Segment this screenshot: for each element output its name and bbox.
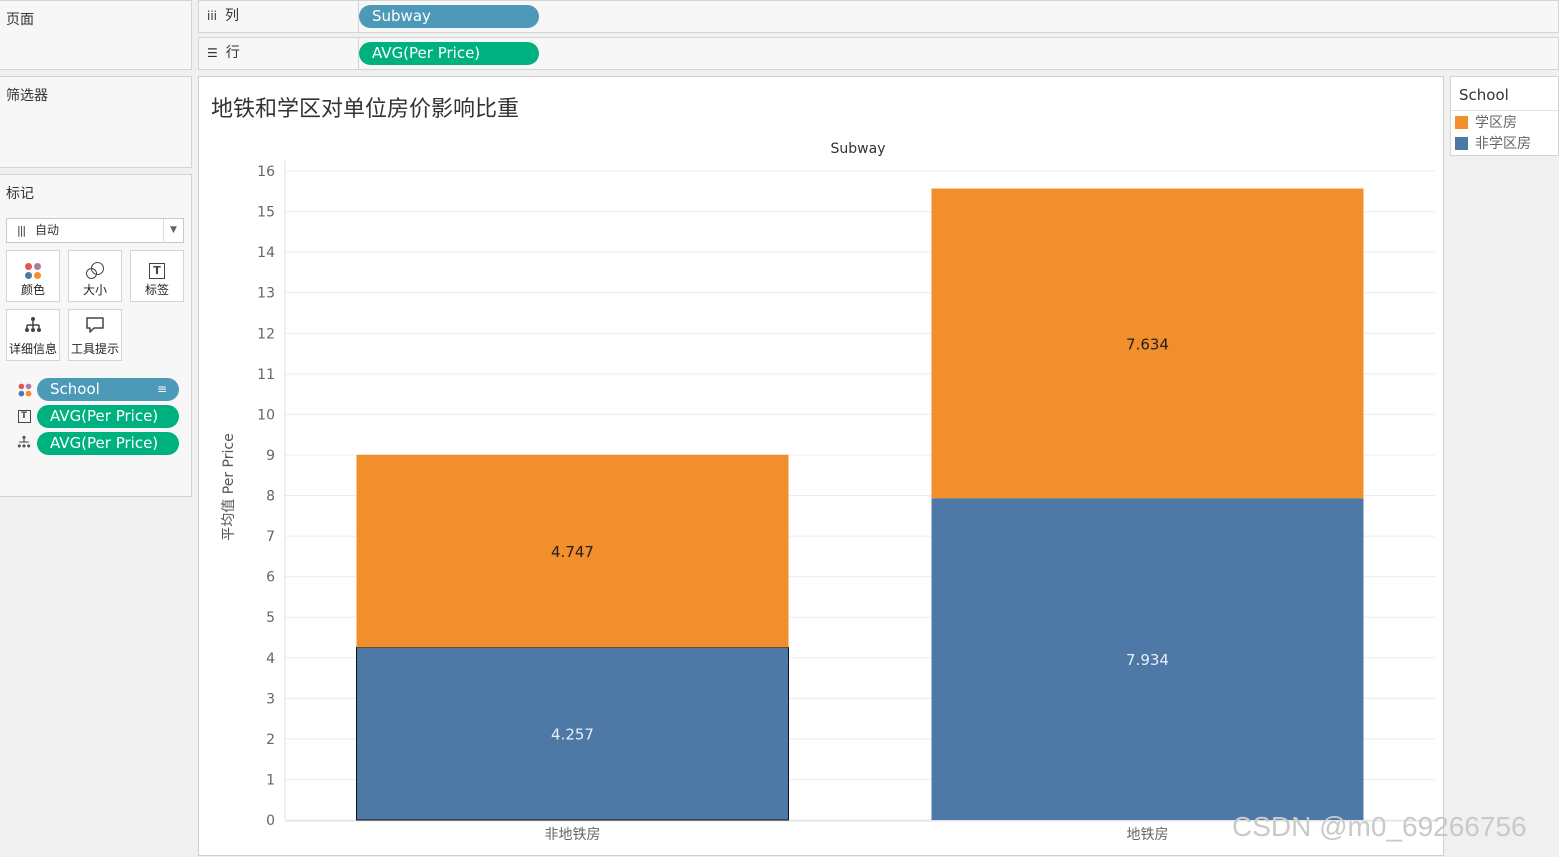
y-tick-label: 15: [257, 205, 275, 221]
legend-swatch: [1455, 116, 1468, 129]
columns-shelf-label: iii 列: [199, 1, 359, 32]
y-tick-label: 0: [266, 813, 275, 829]
y-tick-label: 1: [266, 772, 275, 788]
tooltip-button-label: 工具提示: [70, 342, 119, 356]
tooltip-button[interactable]: 工具提示: [68, 309, 122, 361]
bar-chart-icon: |||: [17, 224, 26, 237]
watermark: CSDN @m0_69266756: [1232, 811, 1527, 842]
y-tick-label: 16: [257, 164, 275, 180]
detail-tree-icon: [16, 435, 32, 451]
legend-title: School: [1459, 86, 1509, 104]
mark-type-dropdown[interactable]: ||| 自动 ▼: [6, 218, 184, 243]
x-tick-label: 地铁房: [1127, 827, 1169, 843]
y-tick-label: 10: [257, 407, 275, 423]
y-tick-label: 8: [266, 489, 275, 505]
data-label: 4.257: [551, 726, 594, 744]
size-circles-icon: [85, 261, 105, 281]
bar-segment: [356, 454, 789, 648]
marks-pill-detail-avg-price-text: AVG(Per Price): [50, 434, 159, 452]
label-button-label: 标签: [144, 283, 169, 297]
label-button[interactable]: T 标签: [130, 250, 184, 302]
mark-type-value: 自动: [34, 223, 59, 237]
y-tick-label: 13: [257, 286, 275, 302]
text-label-icon: T: [149, 262, 165, 279]
columns-icon: iii: [207, 9, 218, 23]
y-tick-label: 12: [257, 326, 275, 342]
filters-title: 筛选器: [6, 88, 48, 104]
color-dots-icon: [24, 262, 42, 280]
marks-title: 标记: [6, 186, 34, 202]
chart-pane: 地铁和学区对单位房价影响比重 Subway 0 1 2 3 4 5 6 7 8 9 10 11 12 13 1…: [198, 76, 1444, 856]
bar-segment: [931, 498, 1364, 820]
legend-item-non-school-district[interactable]: 非学区房: [1455, 135, 1531, 153]
y-tick-label: 2: [266, 732, 275, 748]
legend-swatch: [1455, 137, 1468, 150]
y-tick-label: 7: [266, 529, 275, 545]
y-tick-label: 5: [266, 610, 275, 626]
marks-pill-label-avg-price-text: AVG(Per Price): [50, 407, 159, 425]
color-dots-icon: [16, 381, 32, 397]
rows-pill-avg-price[interactable]: AVG(Per Price): [359, 42, 539, 65]
filters-panel[interactable]: 筛选器: [0, 76, 192, 168]
speech-bubble-icon: [69, 316, 121, 342]
x-tick-label: 非地铁房: [545, 827, 601, 843]
marks-pill-school-label: School: [50, 380, 100, 398]
sort-icon: ≡: [156, 382, 167, 396]
y-tick-label: 6: [266, 570, 275, 586]
data-label: 7.934: [1126, 651, 1169, 669]
legend-item-label: 学区房: [1475, 115, 1517, 131]
color-button-label: 颜色: [20, 283, 45, 297]
bar-segment: [931, 188, 1364, 499]
rows-icon: ☰: [207, 46, 218, 60]
rows-shelf-label: ☰ 行: [199, 38, 359, 69]
columns-pill-subway[interactable]: Subway: [359, 5, 539, 28]
color-button[interactable]: 颜色: [6, 250, 60, 302]
data-label: 4.747: [551, 543, 594, 561]
legend-item-school-district[interactable]: 学区房: [1455, 114, 1517, 132]
chevron-down-icon[interactable]: ▼: [163, 219, 183, 242]
marks-pill-school[interactable]: School ≡: [37, 378, 179, 401]
detail-button[interactable]: 详细信息: [6, 309, 60, 361]
columns-shelf[interactable]: iii 列 Subway: [198, 0, 1559, 33]
rows-pill-avg-price-label: AVG(Per Price): [372, 44, 481, 62]
y-axis-label: 平均值 Per Price: [221, 433, 237, 540]
y-tick-label: 11: [257, 367, 275, 383]
detail-tree-icon: [7, 316, 59, 342]
detail-button-label: 详细信息: [8, 342, 57, 356]
marks-pill-detail-avg-price[interactable]: AVG(Per Price): [37, 432, 179, 455]
columns-pill-subway-label: Subway: [372, 7, 431, 25]
column-header: Subway: [831, 141, 886, 157]
y-tick-label: 4: [266, 651, 275, 667]
marks-pill-label-avg-price[interactable]: AVG(Per Price): [37, 405, 179, 428]
y-tick-label: 14: [257, 245, 275, 261]
marks-panel: 标记 ||| 自动 ▼ 颜色 大小 T 标签 详: [0, 174, 192, 497]
legend-item-label: 非学区房: [1475, 136, 1531, 152]
y-tick-label: 3: [266, 691, 275, 707]
size-button-label: 大小: [82, 283, 107, 297]
pages-panel: 页面: [0, 0, 192, 70]
bar-segment: [356, 646, 789, 821]
size-button[interactable]: 大小: [68, 250, 122, 302]
legend: School 学区房 非学区房: [1450, 76, 1559, 156]
chart-title: 地铁和学区对单位房价影响比重: [211, 97, 520, 122]
data-label: 7.634: [1126, 335, 1169, 353]
text-label-icon: T: [16, 408, 32, 424]
y-tick-label: 9: [266, 448, 275, 464]
rows-shelf[interactable]: ☰ 行 AVG(Per Price): [198, 37, 1559, 70]
pages-title: 页面: [6, 12, 34, 28]
